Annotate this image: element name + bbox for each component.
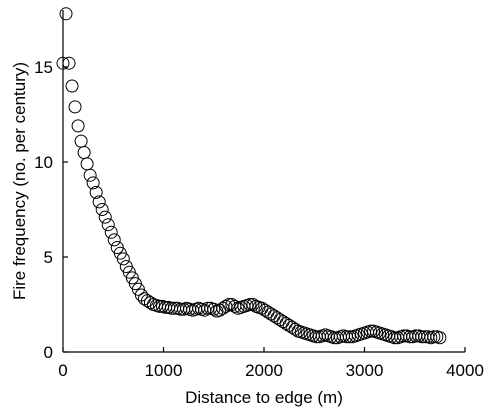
- x-tick-label: 0: [58, 361, 67, 380]
- x-tick-label: 1000: [145, 361, 183, 380]
- ticks: 0 1000 2000 3000 4000 0 5 10 15: [34, 58, 484, 380]
- y-tick-label: 0: [44, 343, 53, 362]
- data-point: [143, 296, 157, 310]
- data-point: [56, 56, 70, 70]
- axes: [62, 10, 465, 353]
- y-axis-title: Fire frequency (no. per century): [10, 62, 29, 300]
- data-point: [71, 119, 85, 133]
- data-point: [243, 298, 257, 311]
- data-point: [86, 176, 100, 190]
- data-point: [207, 302, 221, 316]
- data-point: [222, 298, 236, 311]
- data-point: [342, 330, 356, 344]
- x-tick-label: 4000: [446, 361, 484, 380]
- data-point: [83, 168, 97, 182]
- data-point: [107, 233, 121, 247]
- data-point: [65, 79, 79, 93]
- y-tick-label: 15: [34, 58, 53, 77]
- data-points: [56, 7, 447, 345]
- y-tick-label: 5: [44, 248, 53, 267]
- data-point: [62, 56, 76, 70]
- data-point: [95, 203, 109, 216]
- data-point: [104, 225, 118, 239]
- data-point: [288, 322, 302, 336]
- data-point: [116, 252, 130, 266]
- data-point: [59, 7, 73, 21]
- y-tick-label: 10: [34, 153, 53, 172]
- data-point: [98, 210, 112, 224]
- data-point: [427, 330, 441, 344]
- data-point: [246, 298, 260, 311]
- x-tick-label: 2000: [245, 361, 283, 380]
- data-point: [433, 331, 447, 345]
- data-point: [77, 146, 91, 159]
- x-tick-label: 3000: [346, 361, 384, 380]
- data-point: [89, 185, 103, 199]
- data-point: [80, 157, 94, 171]
- data-point: [92, 195, 106, 209]
- data-point: [68, 100, 82, 114]
- data-point: [364, 324, 378, 338]
- data-point: [101, 218, 115, 232]
- data-point: [74, 134, 88, 148]
- x-axis-title: Distance to edge (m): [185, 388, 343, 407]
